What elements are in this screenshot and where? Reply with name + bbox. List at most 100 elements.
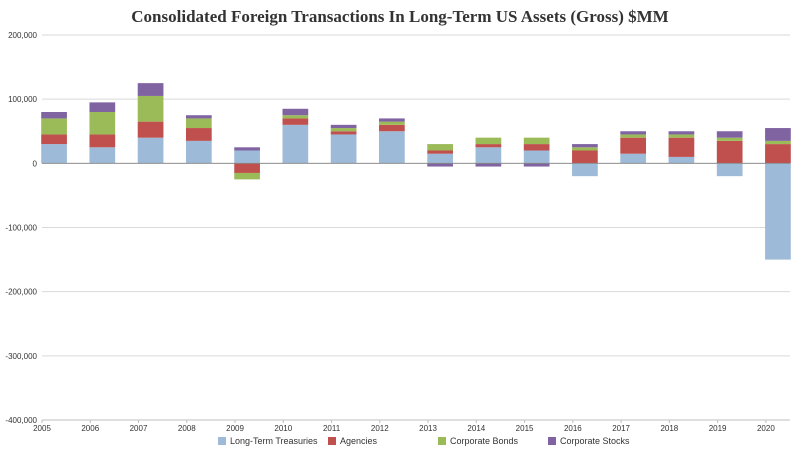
- bar-segment-corporate_stocks: [234, 147, 260, 151]
- x-tick-label: 2019: [709, 424, 727, 433]
- bar-segment-corporate_stocks: [668, 131, 695, 135]
- legend-label-treasuries: Long-Term Treasuries: [230, 436, 318, 446]
- x-tick-label: 2013: [419, 424, 437, 433]
- bar-segment-agencies: [137, 121, 164, 138]
- bar-segment-agencies: [89, 134, 116, 148]
- bar-segment-treasuries: [379, 131, 405, 164]
- y-tick-label: -200,000: [5, 288, 37, 297]
- bar-segment-agencies: [523, 144, 550, 151]
- legend: Long-Term Treasuries Agencies Corporate Bo…: [218, 436, 630, 446]
- y-tick-label: 200,000: [8, 31, 37, 40]
- x-tick-label: 2017: [612, 424, 630, 433]
- y-tick-label: 0: [33, 159, 38, 168]
- x-tick-label: 2010: [274, 424, 292, 433]
- bar-segment-treasuries: [234, 150, 260, 164]
- x-tick-label: 2014: [467, 424, 485, 433]
- bar-segment-corporate_bonds: [716, 137, 743, 141]
- legend-swatch-corporate_bonds: [438, 437, 446, 445]
- bars: [41, 83, 791, 260]
- x-tick-label: 2012: [371, 424, 389, 433]
- bar-segment-treasuries: [620, 153, 647, 164]
- x-tick-label: 2005: [33, 424, 51, 433]
- bar-segment-treasuries: [330, 134, 357, 164]
- x-tick-label: 2020: [757, 424, 775, 433]
- bar-segment-corporate_stocks: [41, 112, 67, 119]
- bar-segment-corporate_bonds: [330, 128, 357, 132]
- bar-segment-treasuries: [41, 144, 67, 164]
- bar-segment-treasuries: [282, 124, 309, 164]
- bar-segment-treasuries: [765, 163, 791, 260]
- legend-label-agencies: Agencies: [340, 436, 378, 446]
- bar-segment-agencies: [185, 128, 212, 141]
- bar-segment-agencies: [572, 150, 598, 164]
- legend-swatch-treasuries: [218, 437, 226, 445]
- bar-segment-corporate_bonds: [379, 121, 405, 125]
- x-tick-label: 2011: [323, 424, 341, 433]
- bar-segment-agencies: [620, 137, 647, 154]
- bar-segment-treasuries: [185, 140, 212, 164]
- bar-segment-corporate_bonds: [282, 115, 309, 119]
- y-tick-label: -100,000: [5, 224, 37, 233]
- bar-segment-corporate_bonds: [185, 118, 212, 129]
- bar-segment-corporate_stocks: [330, 124, 357, 129]
- x-tick-label: 2015: [516, 424, 534, 433]
- bar-segment-corporate_bonds: [572, 147, 598, 151]
- legend-swatch-agencies: [328, 437, 336, 445]
- bar-segment-agencies: [765, 144, 791, 164]
- bar-segment-corporate_bonds: [668, 134, 695, 138]
- bar-segment-corporate_bonds: [41, 118, 67, 135]
- bar-segment-corporate_stocks: [89, 102, 116, 112]
- bar-segment-corporate_bonds: [475, 137, 502, 145]
- x-tick-label: 2018: [660, 424, 678, 433]
- bar-segment-corporate_bonds: [137, 95, 164, 122]
- bar-segment-agencies: [379, 124, 405, 132]
- bar-segment-corporate_bonds: [234, 172, 260, 180]
- bar-segment-corporate_stocks: [282, 108, 309, 116]
- bar-segment-corporate_stocks: [765, 128, 791, 141]
- legend-swatch-corporate_stocks: [548, 437, 556, 445]
- bar-segment-corporate_stocks: [185, 115, 212, 119]
- bar-segment-treasuries: [572, 163, 598, 177]
- x-tick-label: 2007: [130, 424, 148, 433]
- axes: 200,000 100,000 0 -100,000 -200,000 -300,000 -…: [5, 31, 790, 433]
- bar-segment-agencies: [282, 118, 309, 125]
- y-tick-label: -300,000: [5, 352, 37, 361]
- bar-segment-treasuries: [475, 147, 502, 164]
- bar-segment-agencies: [716, 140, 743, 164]
- bar-segment-treasuries: [427, 153, 453, 164]
- bar-segment-treasuries: [89, 147, 116, 164]
- y-tick-label: 100,000: [8, 95, 37, 104]
- legend-label-corporate_bonds: Corporate Bonds: [450, 436, 519, 446]
- bar-segment-corporate_stocks: [523, 163, 550, 167]
- x-tick-label: 2006: [81, 424, 99, 433]
- bar-segment-corporate_bonds: [765, 140, 791, 145]
- bar-segment-corporate_bonds: [620, 134, 647, 138]
- bar-segment-corporate_bonds: [523, 137, 550, 145]
- x-tick-label: 2008: [178, 424, 196, 433]
- chart-title: Consolidated Foreign Transactions In Lon…: [131, 7, 668, 26]
- bar-segment-agencies: [234, 163, 260, 173]
- bar-segment-corporate_stocks: [620, 131, 647, 135]
- x-tick-label: 2009: [226, 424, 244, 433]
- bar-segment-agencies: [668, 137, 695, 157]
- bar-segment-treasuries: [523, 150, 550, 164]
- bar-segment-treasuries: [716, 163, 743, 177]
- x-tick-label: 2016: [564, 424, 582, 433]
- bar-segment-corporate_stocks: [475, 163, 502, 167]
- bar-segment-treasuries: [137, 137, 164, 164]
- bar-segment-corporate_stocks: [572, 144, 598, 148]
- bar-segment-agencies: [427, 150, 453, 154]
- bar-segment-agencies: [330, 131, 357, 135]
- bar-segment-corporate_bonds: [427, 144, 453, 151]
- legend-label-corporate_stocks: Corporate Stocks: [560, 436, 630, 446]
- bar-segment-corporate_stocks: [137, 83, 164, 96]
- bar-segment-corporate_stocks: [716, 131, 743, 138]
- bar-segment-treasuries: [668, 156, 695, 164]
- bar-segment-agencies: [41, 134, 67, 145]
- y-tick-label: -400,000: [5, 416, 37, 425]
- bar-segment-corporate_stocks: [379, 118, 405, 122]
- bar-segment-corporate_bonds: [89, 112, 116, 135]
- bar-segment-agencies: [475, 144, 502, 148]
